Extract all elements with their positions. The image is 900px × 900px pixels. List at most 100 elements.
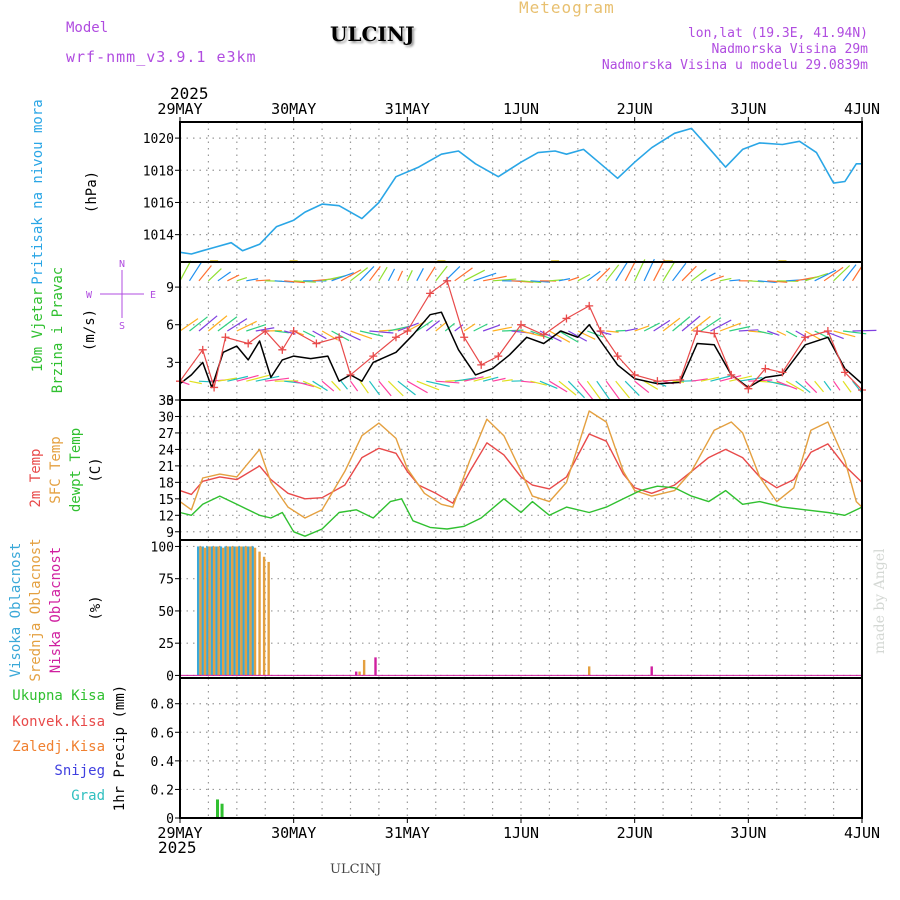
cloud_high-bar xyxy=(233,546,236,676)
wind-barb xyxy=(624,260,637,282)
wind-barb xyxy=(397,380,416,396)
wind-barb xyxy=(198,315,218,332)
x-tick-label-bottom: 4JUN xyxy=(844,824,880,842)
wind-barb xyxy=(700,376,720,382)
cloud-y-tick-label: 75 xyxy=(158,573,174,588)
wind-barb xyxy=(407,380,428,394)
gust-marker xyxy=(693,327,702,335)
gust-marker xyxy=(517,320,525,329)
temp-unit-label: (C) xyxy=(88,457,104,482)
wind-barb xyxy=(530,280,549,283)
wind-barb xyxy=(473,323,488,332)
wind-barb xyxy=(577,273,591,282)
compass-south: S xyxy=(119,321,125,332)
wind-axis-label-2: Brzina i Pravac xyxy=(50,267,66,393)
x-tick-label-top: 29MAY xyxy=(157,100,202,118)
cloud_low-bar xyxy=(354,671,358,676)
wind-barb xyxy=(823,380,832,391)
lonlat-label: lon,lat (19.3E, 41.94N) xyxy=(687,26,868,41)
wind-barb xyxy=(738,329,759,332)
wind-barb xyxy=(492,278,517,282)
wind-barb xyxy=(520,280,542,284)
gust-marker xyxy=(539,330,548,339)
gust-line xyxy=(179,280,863,391)
wind-barb xyxy=(397,322,419,332)
gust-marker xyxy=(210,383,219,392)
wind-barb xyxy=(464,376,484,382)
wind-barb xyxy=(189,380,202,385)
cloud_mid-bar xyxy=(208,546,211,676)
cloud_high-bar xyxy=(219,546,223,676)
gust-marker xyxy=(494,352,503,361)
wind-barb xyxy=(416,319,433,332)
wind-barb xyxy=(767,280,788,283)
wind-barb xyxy=(350,267,369,282)
cloud_high-bar xyxy=(201,546,204,676)
wind-barb xyxy=(331,272,354,282)
wind-barb xyxy=(435,321,448,332)
wind-barb xyxy=(368,380,381,396)
wind-barb xyxy=(719,374,742,382)
x-tick-label-bottom: 1JUN xyxy=(503,824,539,842)
wind-barb xyxy=(833,265,851,282)
cloud_mid-bar xyxy=(221,547,225,676)
wind-barb xyxy=(615,261,628,282)
gust-marker xyxy=(778,368,787,377)
cloud-mid-axis-label: Srednja Oblacnost xyxy=(28,538,44,681)
gust-marker xyxy=(596,327,605,335)
gust-marker xyxy=(278,345,287,354)
cloud_high-bar xyxy=(215,546,218,676)
wind-barb xyxy=(501,379,513,382)
x-tick-label-top: 1JUN xyxy=(503,100,539,118)
wind-barb xyxy=(814,380,825,393)
cloud_mid-bar xyxy=(249,546,252,676)
wind-barb xyxy=(406,270,413,282)
wind-barb xyxy=(520,330,544,338)
wind-barb xyxy=(615,380,630,399)
wind-barb xyxy=(643,380,659,390)
cloud_high-bar xyxy=(210,546,214,676)
cloud_mid-bar xyxy=(362,659,366,676)
wind-barb xyxy=(833,330,856,338)
cloud_mid-bar xyxy=(588,666,591,676)
wind-barb xyxy=(634,380,650,394)
pressure-y-tick-label: 1018 xyxy=(143,164,174,179)
pressure-y-tick-label: 1020 xyxy=(143,132,174,147)
wind-barb xyxy=(785,380,805,392)
wind-barb xyxy=(776,380,798,390)
wind-barb xyxy=(681,315,701,332)
wind-barb xyxy=(198,380,214,383)
wind-barb xyxy=(217,377,238,382)
wind-barb xyxy=(729,375,753,382)
wind-barb xyxy=(473,272,497,282)
footer-station: ULCINJ xyxy=(330,862,382,877)
wind-barb xyxy=(387,380,404,397)
pressure-unit-label: (hPa) xyxy=(84,171,100,213)
gust-marker xyxy=(840,368,849,377)
wind-barb xyxy=(624,380,640,396)
year-top: 2025 xyxy=(170,84,209,103)
wind-barb xyxy=(558,278,571,282)
precip-legend-item: Grad xyxy=(71,788,105,804)
cloud_mid-bar xyxy=(358,671,361,676)
wind-barb xyxy=(852,380,864,395)
cloud_mid-bar xyxy=(262,556,266,676)
wind-barb xyxy=(710,319,732,332)
wind-barb xyxy=(653,319,671,332)
cloud_mid-bar xyxy=(217,546,220,676)
x-tick-label-top: 30MAY xyxy=(271,100,316,118)
wind-barb xyxy=(359,330,384,337)
wind-barb xyxy=(729,279,741,282)
cloud-unit-label: (%) xyxy=(88,595,104,620)
dewpt-axis-label: dewpt Temp xyxy=(68,428,84,512)
wind-barb xyxy=(729,325,751,332)
gust-marker xyxy=(426,289,435,298)
wind-barb xyxy=(189,316,208,332)
temp-y-tick-label: 15 xyxy=(158,493,174,508)
wind-barb xyxy=(208,315,228,332)
gust-marker xyxy=(369,352,378,361)
wind-barb xyxy=(293,380,315,388)
wind-barb xyxy=(350,330,373,340)
precip-y-tick-label: 0.6 xyxy=(151,726,174,741)
sfc-temp-axis-label: SFC Temp xyxy=(48,436,64,503)
